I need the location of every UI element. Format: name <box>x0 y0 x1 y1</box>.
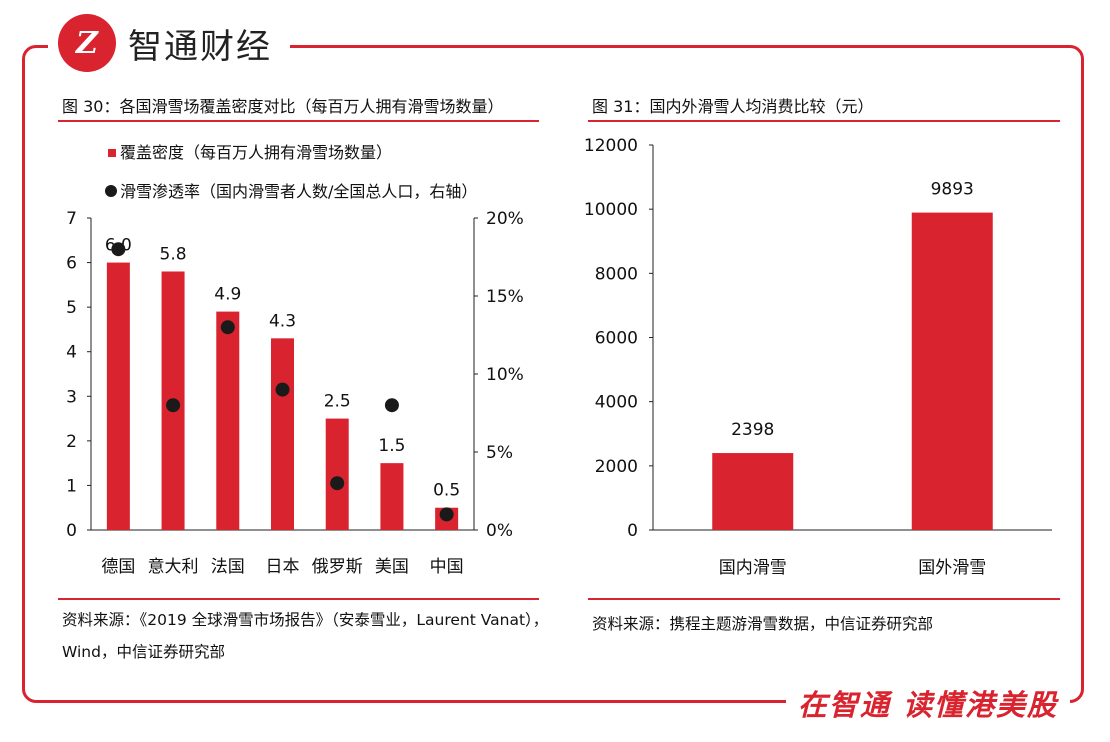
y2-tick-label: 15% <box>486 287 524 307</box>
right-chart-title: 图 31：国内外滑雪人均消费比较（元） <box>592 97 874 116</box>
penetration-dot <box>439 507 454 522</box>
y-tick-label: 6 <box>66 254 77 274</box>
x-tick-label: 中国 <box>430 557 464 577</box>
y-tick-label: 0 <box>627 521 638 541</box>
legend-bar-label: 覆盖密度（每百万人拥有滑雪场数量） <box>120 143 392 162</box>
bar <box>325 418 349 530</box>
bar-value-label: 2.5 <box>324 392 351 412</box>
right-title-rule <box>588 120 1060 122</box>
bar <box>216 311 240 530</box>
bar-value-label: 4.3 <box>269 311 296 331</box>
left-source-line2: Wind，中信证券研究部 <box>62 643 225 661</box>
x-tick-label: 美国 <box>375 557 409 577</box>
y-tick-label: 12000 <box>584 136 638 156</box>
report-frame <box>22 45 1084 703</box>
y2-tick-label: 10% <box>486 365 524 385</box>
brand-logo-icon: Z <box>58 14 116 72</box>
brand-name: 智通财经 <box>128 26 272 67</box>
legend-dot-label: 滑雪渗透率（国内滑雪者人数/全国总人口，右轴） <box>120 182 477 201</box>
x-tick-label: 俄罗斯 <box>312 557 363 577</box>
left-source-rule <box>58 598 539 600</box>
penetration-dot <box>275 382 290 397</box>
legend-dot-swatch <box>105 185 117 197</box>
penetration-dot <box>384 398 399 413</box>
y-tick-label: 4 <box>66 343 77 363</box>
y-tick-label: 10000 <box>584 200 638 220</box>
penetration-dot <box>330 476 345 491</box>
left-source: 资料来源：《2019 全球滑雪市场报告》（安泰雪业，Laurent Vanat）… <box>62 604 548 668</box>
y-tick-label: 6000 <box>595 329 638 349</box>
x-tick-label: 国外滑雪 <box>918 558 986 578</box>
x-tick-label: 日本 <box>266 557 300 577</box>
y-tick-label: 4000 <box>595 393 638 413</box>
y-tick-label: 2 <box>66 432 77 452</box>
right-source: 资料来源：携程主题游滑雪数据，中信证券研究部 <box>592 615 934 633</box>
penetration-dot <box>111 242 126 257</box>
bar <box>106 262 130 530</box>
bar <box>911 212 993 530</box>
bar <box>380 463 404 530</box>
y-tick-label: 2000 <box>595 457 638 477</box>
y2-tick-label: 20% <box>486 209 524 229</box>
y-tick-label: 0 <box>66 521 77 541</box>
bar-value-label: 2398 <box>731 420 774 440</box>
bar-value-label: 1.5 <box>378 436 405 456</box>
bar-value-label: 9893 <box>931 180 974 200</box>
penetration-dot <box>220 320 235 335</box>
brand-header: Z 智通财经 <box>48 4 290 82</box>
left-source-line1: 资料来源：《2019 全球滑雪市场报告》（安泰雪业，Laurent Vanat）… <box>62 611 549 629</box>
x-tick-label: 德国 <box>101 557 135 577</box>
brand-slogan: 在智通 读懂港美股 <box>785 682 1070 724</box>
bar-value-label: 5.8 <box>160 244 187 264</box>
x-tick-label: 意大利 <box>148 557 199 577</box>
legend-bar-swatch <box>108 149 116 157</box>
y-tick-label: 3 <box>66 387 77 407</box>
bar <box>271 338 294 530</box>
bar-value-label: 0.5 <box>433 481 460 501</box>
y-tick-label: 1 <box>66 476 77 496</box>
y-tick-label: 8000 <box>595 264 638 284</box>
left-title-rule <box>58 120 539 122</box>
y2-tick-label: 0% <box>486 521 513 541</box>
penetration-dot <box>166 398 181 413</box>
right-chart: 0 2000 4000 6000 8000 10000 12000 2398 国内滑雪 9893 国… <box>584 136 1052 578</box>
y2-tick-label: 5% <box>486 443 513 463</box>
x-tick-label: 法国 <box>211 557 245 577</box>
x-tick-label: 国内滑雪 <box>719 558 787 578</box>
y-tick-label: 5 <box>66 298 77 318</box>
right-source-rule <box>588 598 1060 600</box>
left-chart-title: 图 30：各国滑雪场覆盖密度对比（每百万人拥有滑雪场数量） <box>62 97 504 116</box>
bar <box>712 453 794 530</box>
bar-value-label: 4.9 <box>214 285 241 305</box>
left-chart: 覆盖密度（每百万人拥有滑雪场数量） 滑雪渗透率（国内滑雪者人数/全国总人口，右轴）… <box>66 143 524 577</box>
y-tick-label: 7 <box>66 209 77 229</box>
